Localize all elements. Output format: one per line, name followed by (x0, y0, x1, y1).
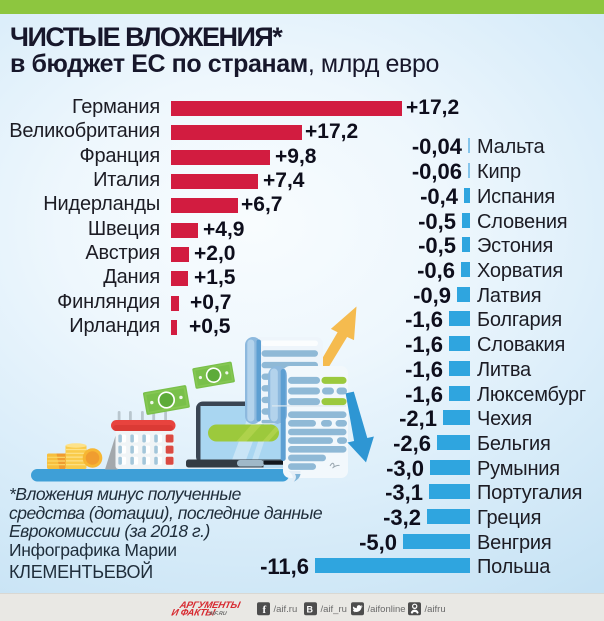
svg-text:В: В (307, 605, 314, 615)
svg-text:/aifonline: /aifonline (368, 604, 406, 615)
svg-text:АРГУМЕНТЫ: АРГУМЕНТЫ (178, 600, 242, 611)
svg-text:/aif.ru: /aif.ru (274, 604, 298, 615)
svg-text:f: f (263, 604, 267, 616)
svg-text:/aifru: /aifru (425, 604, 446, 615)
svg-text:AIF.RU: AIF.RU (207, 611, 228, 617)
svg-text:/aif_ru: /aif_ru (321, 604, 347, 615)
svg-text:И ФАКТЫ: И ФАКТЫ (170, 607, 216, 618)
